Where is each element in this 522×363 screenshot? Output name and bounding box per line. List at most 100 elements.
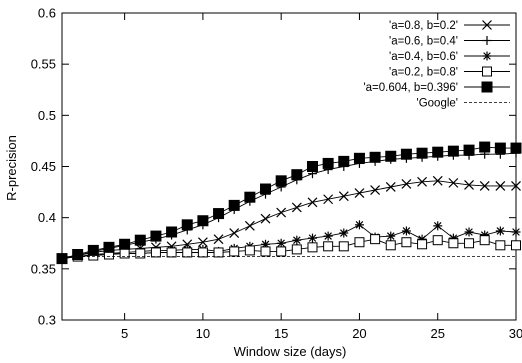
x-tick-label: 30 <box>509 326 522 341</box>
y-tick-label: 0.35 <box>31 261 56 276</box>
marker-stroke <box>370 185 381 195</box>
legend-label: 'a=0.6, b=0.4' <box>389 36 458 48</box>
series-5 <box>56 141 522 265</box>
legend-marker <box>482 66 492 77</box>
y-tick-label: 0.6 <box>38 6 56 21</box>
data-point <box>479 181 490 191</box>
y-tick-label: 0.3 <box>38 313 56 328</box>
marker-stroke <box>417 176 427 187</box>
data-point <box>463 144 475 156</box>
data-point <box>291 169 303 181</box>
data-point <box>197 247 208 258</box>
legend-item-4: 'a=0.2, b=0.8' <box>389 66 510 79</box>
data-point <box>181 219 193 231</box>
data-point <box>182 247 193 258</box>
marker-stroke <box>479 181 490 191</box>
marker-stroke <box>511 181 521 191</box>
x-tick-label: 25 <box>430 326 444 341</box>
data-point <box>260 246 271 257</box>
data-point <box>510 142 522 154</box>
data-point <box>464 238 475 249</box>
data-point <box>135 248 146 259</box>
y-tick-label: 0.45 <box>31 159 56 174</box>
data-point <box>432 235 443 246</box>
data-point <box>448 177 459 188</box>
marker-stroke <box>244 220 255 231</box>
data-point <box>432 175 443 186</box>
data-point <box>369 151 381 163</box>
legend-label: 'a=0.604, b=0.396' <box>363 82 458 94</box>
data-point <box>229 228 240 238</box>
data-point <box>276 238 286 248</box>
data-point <box>385 182 396 192</box>
marker-stroke <box>402 227 411 235</box>
data-point <box>339 228 349 238</box>
data-point <box>479 235 490 246</box>
data-point <box>306 161 318 172</box>
data-point <box>447 145 459 157</box>
x-axis-label: Window size (days) <box>234 344 347 359</box>
legend-item-2: 'a=0.6, b=0.4' <box>389 36 510 48</box>
data-point <box>323 241 334 252</box>
data-point <box>400 148 412 160</box>
data-point <box>511 240 521 251</box>
data-point <box>56 253 68 265</box>
marker-stroke <box>465 228 473 236</box>
data-point <box>417 176 427 187</box>
data-point <box>511 227 521 237</box>
data-point <box>291 244 302 255</box>
data-point <box>213 234 224 245</box>
data-point <box>197 215 209 227</box>
data-point <box>370 234 381 245</box>
data-point <box>511 181 521 191</box>
y-tick-label: 0.55 <box>31 57 56 72</box>
marker-stroke <box>277 239 285 248</box>
marker-stroke <box>291 202 302 213</box>
data-point <box>307 233 317 243</box>
data-point <box>401 178 412 189</box>
marker-stroke <box>260 213 271 224</box>
legend-item-3: 'a=0.4, b=0.6' <box>389 51 510 63</box>
data-point <box>401 226 411 236</box>
data-point <box>87 244 99 256</box>
data-point <box>197 237 208 248</box>
y-tick-label: 0.5 <box>38 108 56 123</box>
legend-marker <box>482 36 492 45</box>
legend-label: 'a=0.8, b=0.2' <box>389 20 458 32</box>
data-point <box>229 246 240 257</box>
marker-stroke <box>483 52 491 60</box>
data-point <box>260 183 272 195</box>
data-point <box>276 246 287 257</box>
data-point <box>166 226 178 238</box>
data-point <box>338 191 349 202</box>
data-point <box>322 157 334 169</box>
data-point <box>464 227 474 237</box>
marker-stroke <box>354 188 365 199</box>
data-point <box>354 237 365 248</box>
legend-label: 'a=0.4, b=0.6' <box>389 51 458 63</box>
data-point <box>307 242 318 253</box>
data-point <box>150 230 162 242</box>
data-point <box>260 213 271 224</box>
data-point <box>244 245 255 256</box>
data-point <box>307 197 318 208</box>
marker-stroke <box>307 197 318 208</box>
data-point <box>323 231 333 241</box>
data-point <box>338 241 349 252</box>
marker-stroke <box>496 227 505 235</box>
series-4 <box>57 234 521 264</box>
legend-label: 'Google' <box>417 98 458 110</box>
x-tick-label: 20 <box>352 326 366 341</box>
data-point <box>291 202 302 213</box>
marker-stroke <box>338 191 349 202</box>
series-layer <box>56 141 522 265</box>
x-tick-label: 15 <box>274 326 288 341</box>
x-tick-label: 10 <box>196 326 210 341</box>
data-point <box>370 185 381 195</box>
data-point <box>150 247 161 258</box>
marker-stroke <box>495 181 506 191</box>
y-axis-label: R-precision <box>4 135 19 201</box>
data-point <box>72 249 84 261</box>
marker-stroke <box>355 221 364 229</box>
